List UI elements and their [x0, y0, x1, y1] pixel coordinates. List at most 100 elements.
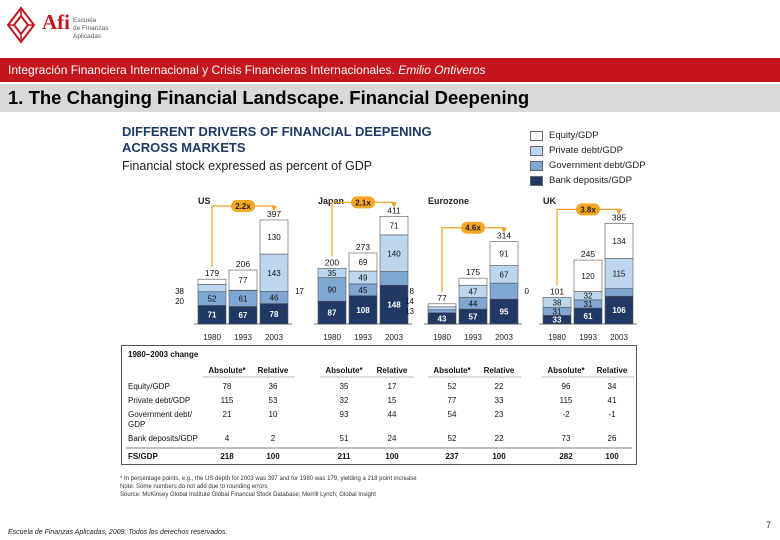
bar-segment — [259, 253, 289, 292]
bar-segment — [604, 223, 634, 259]
segment-value-label: 108 — [356, 306, 370, 315]
table-cell: 10 — [269, 410, 278, 419]
bar-segment — [489, 282, 519, 300]
year-label: 2003 — [610, 333, 628, 342]
segment-value-label: 134 — [612, 237, 626, 246]
segment-value-label: 67 — [500, 270, 509, 279]
table-cell: 77 — [448, 396, 457, 405]
bar-segment — [427, 306, 457, 311]
table-total-cell: 211 — [338, 452, 351, 461]
legend-item: Government debt/GDP — [530, 158, 646, 173]
legend-item: Equity/GDP — [530, 128, 646, 143]
bar-total-label: 397 — [267, 209, 281, 219]
table-cell: 17 — [388, 382, 397, 391]
segment-value-label: 38 — [553, 298, 562, 307]
bar-segment — [197, 278, 227, 285]
course-title: Integración Financiera Internacional y C… — [8, 63, 395, 77]
bar-segment — [604, 258, 634, 289]
table-cell: 32 — [340, 396, 349, 405]
year-label: 2003 — [265, 333, 283, 342]
table-cell: 93 — [340, 410, 349, 419]
table-row-label: Equity/GDP — [128, 382, 170, 391]
table-row-label-line: GDP — [128, 420, 145, 429]
figure-notes: * In percentage points, e.g., the US dep… — [120, 475, 417, 499]
bar-segment — [259, 219, 289, 255]
bar-segment — [427, 303, 457, 308]
table-total-cell: 100 — [492, 452, 506, 461]
note-line: Note: Some numbers do not add due to rou… — [120, 484, 268, 490]
year-label: 1980 — [548, 333, 566, 342]
table-cell: -2 — [562, 410, 570, 419]
segment-value-label: 31 — [553, 307, 562, 316]
year-label: 1980 — [433, 333, 451, 342]
bar-total-label: 385 — [612, 212, 626, 222]
table-total-cell: 100 — [385, 452, 399, 461]
table-column-header: Absolute* — [547, 366, 585, 375]
afi-logo-icon — [6, 6, 36, 44]
segment-value-label: 106 — [612, 306, 626, 315]
legend-label: Private debt/GDP — [549, 145, 623, 156]
segment-value-label: 45 — [359, 286, 368, 295]
legend-swatch — [530, 145, 543, 156]
market-label: Eurozone — [428, 196, 469, 206]
segment-value-label: 140 — [387, 249, 401, 258]
table-cell: 21 — [223, 410, 232, 419]
table-column-header: Absolute* — [325, 366, 363, 375]
year-label: 1993 — [579, 333, 597, 342]
growth-badge — [351, 196, 375, 209]
table-cell: -1 — [608, 410, 616, 419]
segment-value-label: 31 — [584, 300, 593, 309]
segment-value-label: 32 — [584, 292, 593, 301]
course-author: Emilio Ontiveros — [398, 63, 486, 77]
table-cell: 51 — [340, 434, 349, 443]
legend-label: Equity/GDP — [549, 130, 599, 141]
year-label: 1980 — [323, 333, 341, 342]
figure-title: DIFFERENT DRIVERS OF FINANCIAL DEEPENING… — [122, 124, 432, 156]
bar-segment — [348, 252, 378, 272]
side-value-label: 17 — [295, 287, 304, 296]
logo-sub-line: Aplicadas — [73, 33, 102, 40]
segment-value-label: 148 — [387, 301, 401, 310]
market-label: Japan — [318, 196, 344, 206]
segment-value-label: 71 — [390, 222, 399, 231]
logo-sub-line: Escuela — [73, 17, 97, 24]
legend-item: Bank deposits/GDP — [530, 173, 646, 188]
bar-segment — [542, 296, 572, 308]
figure-subtitle: Financial stock expressed as percent of … — [122, 159, 373, 173]
table-cell: 33 — [495, 396, 504, 405]
table-column-header: Relative — [484, 366, 515, 375]
table-cell: 78 — [223, 382, 232, 391]
bar-total-label: 101 — [550, 286, 564, 296]
table-cell: 52 — [448, 434, 457, 443]
table-cell: 4 — [225, 434, 230, 443]
course-banner — [0, 58, 780, 82]
note-line: * In percentage points, e.g., the US dep… — [120, 476, 417, 482]
table-column-header: Absolute* — [433, 366, 471, 375]
slide-title-bar — [0, 84, 780, 112]
table-cell: 22 — [495, 382, 504, 391]
growth-arrow-head — [616, 209, 622, 215]
table-cell: 44 — [388, 410, 397, 419]
table-cell: 36 — [269, 382, 278, 391]
bar-total-label: 179 — [205, 268, 219, 278]
logo-subtitle: Escuela de Finanzas Aplicadas — [73, 17, 108, 41]
table-column-header: Relative — [597, 366, 628, 375]
bar-segment — [604, 288, 634, 297]
table-total-cell: 218 — [220, 452, 234, 461]
table-cell: 54 — [448, 410, 457, 419]
table-cell: 53 — [269, 396, 278, 405]
side-value-label: 38 — [175, 287, 184, 296]
table-cell: 15 — [388, 396, 397, 405]
segment-value-label: 44 — [469, 299, 478, 308]
slide-title: 1. The Changing Financial Landscape. Fin… — [8, 87, 530, 108]
table-cell: 96 — [562, 382, 571, 391]
summary-table: 1980–2003 change Absolute* Relative Absolut… — [121, 345, 637, 465]
year-label: 2003 — [385, 333, 403, 342]
segment-value-label: 78 — [270, 310, 279, 319]
segment-value-label: 61 — [584, 312, 593, 321]
figure-title-line: ACROSS MARKETS — [122, 140, 246, 155]
bar-segment — [379, 271, 409, 286]
growth-badge-label: 2.1x — [355, 198, 371, 207]
bar-segment — [317, 268, 347, 278]
